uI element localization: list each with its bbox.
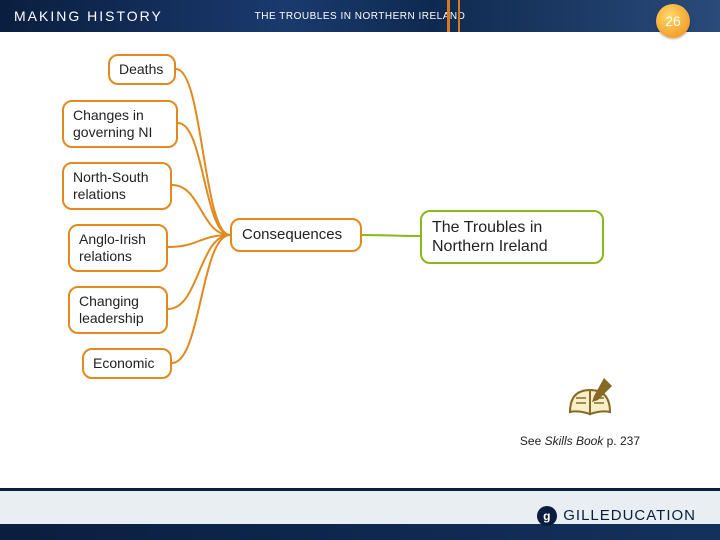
footnote-italic: Skills Book [545, 434, 604, 448]
header-accent [447, 0, 450, 32]
chapter-number-badge: 26 [656, 4, 690, 38]
header-accent [458, 0, 460, 32]
publisher-bold: GILL [563, 507, 600, 524]
node-leadership: Changing leadership [68, 286, 168, 334]
brand-title: MAKING HISTORY [14, 8, 163, 24]
footnote: See Skills Book p. 237 [520, 434, 640, 448]
node-economic: Economic [82, 348, 172, 379]
header-bar: MAKING HISTORY THE TROUBLES IN NORTHERN … [0, 0, 720, 32]
page-subtitle: THE TROUBLES IN NORTHERN IRELAND [255, 11, 466, 22]
chapter-number: 26 [665, 13, 681, 29]
publisher-logo: g GILLEDUCATION [537, 506, 696, 526]
footnote-prefix: See [520, 434, 545, 448]
node-consequences: Consequences [230, 218, 362, 252]
skills-book-icon [564, 372, 620, 422]
node-deaths: Deaths [108, 54, 176, 85]
node-angloirish: Anglo-Irish relations [68, 224, 168, 272]
footer-strip [0, 524, 720, 540]
node-northsouth: North-South relations [62, 162, 172, 210]
node-root: The Troubles in Northern Ireland [420, 210, 604, 264]
node-governing: Changes in governing NI [62, 100, 178, 148]
publisher-g-icon: g [537, 506, 557, 526]
footer-bar: g GILLEDUCATION [0, 488, 720, 540]
footnote-suffix: p. 237 [603, 434, 640, 448]
publisher-light: EDUCATION [600, 507, 696, 524]
